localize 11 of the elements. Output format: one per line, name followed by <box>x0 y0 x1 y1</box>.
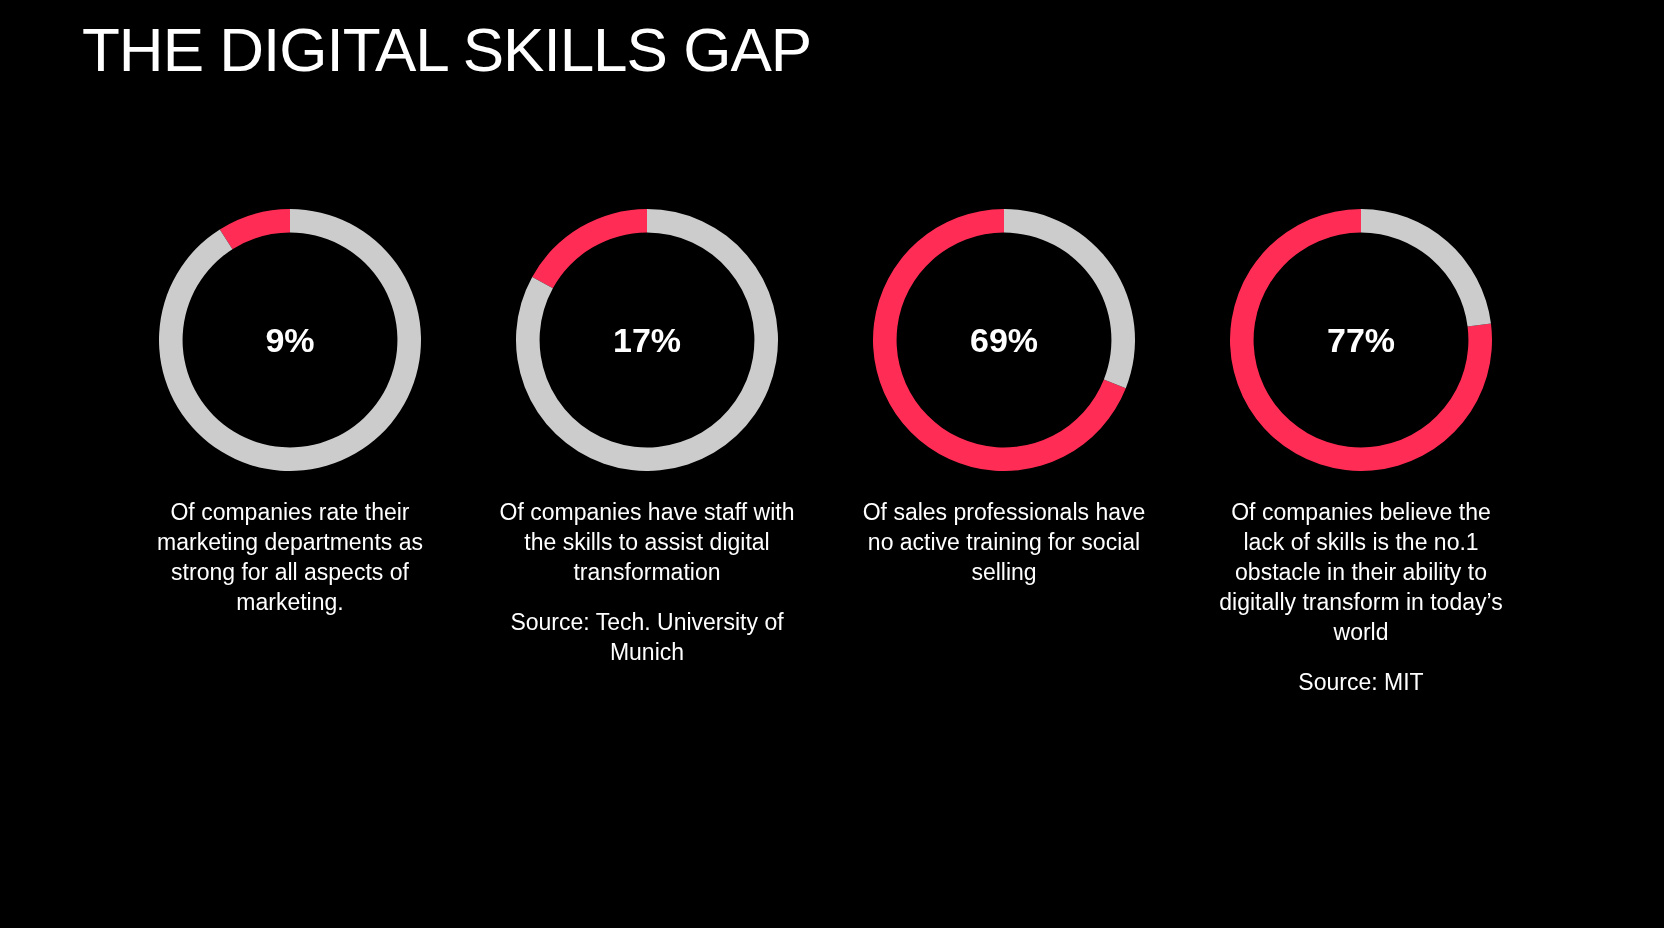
text: Of sales professionals have no active training for social selling <box>861 498 1147 587</box>
text: 77% <box>1326 321 1396 359</box>
text: 17% <box>612 321 682 359</box>
chart-title: THE DIGITAL SKILLS GAP <box>82 14 812 85</box>
text: Of companies believe the lack of skills is the no.1 obstacle in their ability to digitally transform in today’s world <box>1218 498 1504 647</box>
text: Of companies rate their marketing departments as strong for all aspects of marketing. <box>156 498 424 617</box>
source-note: Source: Tech. University of Munich <box>509 608 785 667</box>
source-note: Source: MIT <box>1297 668 1425 697</box>
text: 9% <box>265 321 315 359</box>
text: Of companies have staff with the skills to assist digital transformation <box>498 498 796 587</box>
text: 69% <box>969 321 1039 359</box>
